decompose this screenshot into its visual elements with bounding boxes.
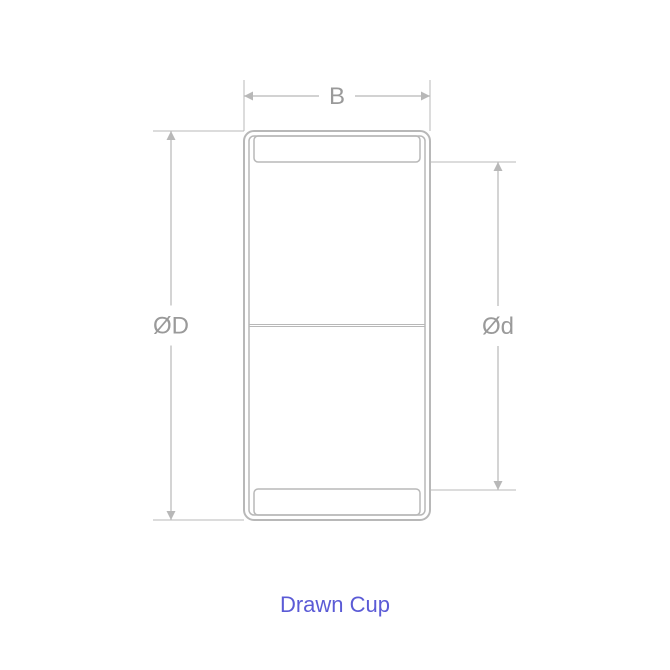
drawn-cup-svg: B ØD Ød — [0, 0, 670, 670]
diagram-caption: Drawn Cup — [0, 592, 670, 618]
dim-D-label: ØD — [153, 313, 189, 340]
diagram-canvas: B ØD Ød Drawn Cup — [0, 0, 670, 670]
roller-top — [254, 136, 420, 162]
dim-d-label: Ød — [482, 313, 514, 340]
cup-outer — [244, 131, 430, 520]
dim-b-label: B — [329, 83, 345, 110]
roller-bottom — [254, 489, 420, 515]
cup-inner — [249, 136, 425, 515]
